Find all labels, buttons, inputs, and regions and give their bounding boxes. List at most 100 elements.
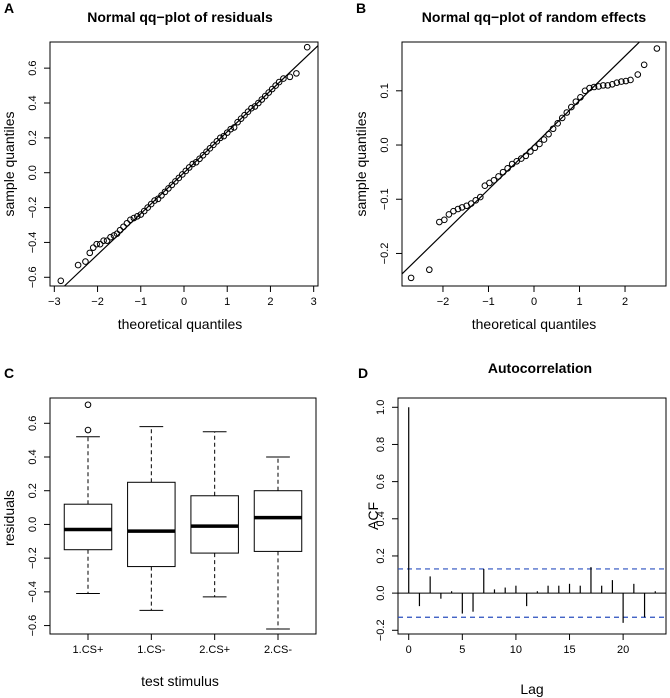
panel-a-xtick-label: 3 [311,296,317,308]
panel-a-qq-point [82,258,89,265]
panel-c-ytick-label: −0.4 [27,581,39,603]
panel-b-qq-point [634,71,642,78]
panel-a-xtick-label: 0 [181,296,187,308]
panel-a-qq-point [244,108,252,116]
panel-a-qq-point [251,103,259,110]
panel-a-qq-point [265,89,273,96]
panel-c-ytick-label: 0.6 [27,416,39,431]
panel-a-qq-point [237,115,245,122]
panel-a-xtick-label: 2 [267,296,273,308]
panel-a-ytick-label: −0.6 [27,266,39,288]
panel-c: C −0.6 −0.4 −0.2 0.0 0.2 0.4 0.6 1.CS+ 1.CS- 2.CS… [1,365,317,689]
panel-a-qq-point [213,138,221,145]
panel-b-qq-point [554,120,561,127]
panel-b-qq-point [627,76,634,84]
box-iqr [63,503,113,551]
panel-a-qq-point [100,237,107,244]
panel-d-xtick-label: 10 [510,644,522,656]
panel-b-xtick-label: 0 [531,296,537,308]
panel-d-xlabel: Lag [520,681,543,697]
panel-a-qq-point [303,43,311,51]
panel-d-xtick-label: 0 [406,644,412,656]
panel-d-ytick-label: 0.2 [375,548,387,563]
panel-a-qq-point [196,155,203,163]
panel-a-qq-point [120,223,127,231]
panel-a-qq-point [220,132,228,140]
panel-b-qq-point [599,82,607,89]
panel-b-ytick-label: 0.1 [379,83,391,98]
panel-c-xtick-label: 1.CS+ [73,644,104,656]
panel-b-qq-point [407,274,415,282]
panel-a-qq-point [74,261,82,269]
panel-a-qq-point [147,200,155,208]
panel-a-qq-point [217,134,224,142]
panel-a-qq-point [268,85,276,93]
panel-a-qq-point [293,70,300,77]
box-outlier [84,401,92,409]
panel-a-xtick-label: 1 [224,296,230,308]
panel-b-ytick-label: −0.1 [379,188,391,210]
panel-b-xtick-label: −1 [482,296,495,308]
panel-a-qq-point [96,240,104,248]
panel-label-a: A [4,0,14,16]
panel-a-xtick-label: −2 [91,296,104,308]
panel-a-qq-point [151,197,158,204]
panel-c-xtick-label: 2.CS- [264,644,292,656]
panel-a-qq-point [261,92,269,100]
panel-b-reference-line [401,41,640,275]
panel-d-xtick-label: 20 [617,644,629,656]
panel-d: D Autocorrelation 0 5 10 15 20−0.20.00.20.40… [358,360,667,697]
panel-b-qq-point [527,148,534,155]
panel-a-qq-point [93,240,100,248]
panel-a-plot: −3 −2 −1 0 1 2 3 −0.6 −0.4 −0.2 0.0 0.2 0.4 0.6 [27,43,319,308]
panel-b-qq-point [476,193,484,201]
panel-c-ytick-label: −0.2 [27,547,39,569]
panel-b-qq-point [467,200,475,207]
panel-b-xlabel: theoretical quantiles [472,316,597,332]
panel-b-qq-point [540,136,548,143]
panel-a-qq-point [203,148,210,156]
panel-a-qq-point [127,216,134,224]
panel-a-ytick-label: 0.0 [27,165,39,180]
panel-b: B Normal qq−plot of random effects −2 −1 0… [353,0,667,332]
panel-a-qq-point [241,111,248,119]
panel-b-qq-point [653,45,661,52]
panel-b-qq-point [426,266,433,274]
panel-b-ytick-label: 0.0 [379,137,391,152]
panel-b-qq-point [522,152,530,160]
box-iqr [253,490,303,552]
panel-b-qq-point [618,78,625,85]
panel-a-qq-point [210,141,217,149]
panel-b-qq-point [622,77,630,85]
panel-b-qq-point [499,168,507,176]
panel-d-plot-frame [397,397,667,635]
panel-label-d: D [358,365,368,381]
panel-label-b: B [356,0,366,16]
panel-b-qq-point [536,140,543,148]
panel-a-qq-point [272,82,279,89]
panel-a-qq-point [227,125,234,133]
panel-b-ylabel: sample quantiles [353,111,369,216]
panel-a-ytick-label: 0.4 [27,95,39,110]
panel-b-ytick-label: −0.2 [379,243,391,265]
panel-d-xtick-label: 15 [563,644,575,656]
panel-b-qq-point [441,216,448,224]
panel-b-qq-point [577,94,584,101]
panel-c-plot: −0.6 −0.4 −0.2 0.0 0.2 0.4 0.6 1.CS+ 1.CS- 2.CS+ 2… [27,401,303,656]
panel-b-qq-point [640,61,648,69]
box-outlier [84,426,92,434]
panel-a-qq-point [103,237,111,244]
panel-c-ytick-label: 0.4 [27,449,39,464]
panel-b-qq-point [613,79,621,86]
panel-a-qq-point [172,178,179,185]
panel-a-xtick-label: −1 [135,296,148,308]
panel-d-ytick-label: 0.6 [375,474,387,489]
panel-c-xlabel: test stimulus [141,673,219,689]
panel-a-qq-point [178,171,186,178]
panel-d-xtick-label: 5 [459,644,465,656]
panel-b-plot: −2 −1 0 1 2 −0.2 −0.1 0.0 0.1 [379,41,661,308]
panel-a-qq-point [168,181,176,189]
panel-b-qq-point [558,114,566,122]
panel-a-qq-point [137,211,145,218]
panel-b-qq-point [545,130,552,138]
